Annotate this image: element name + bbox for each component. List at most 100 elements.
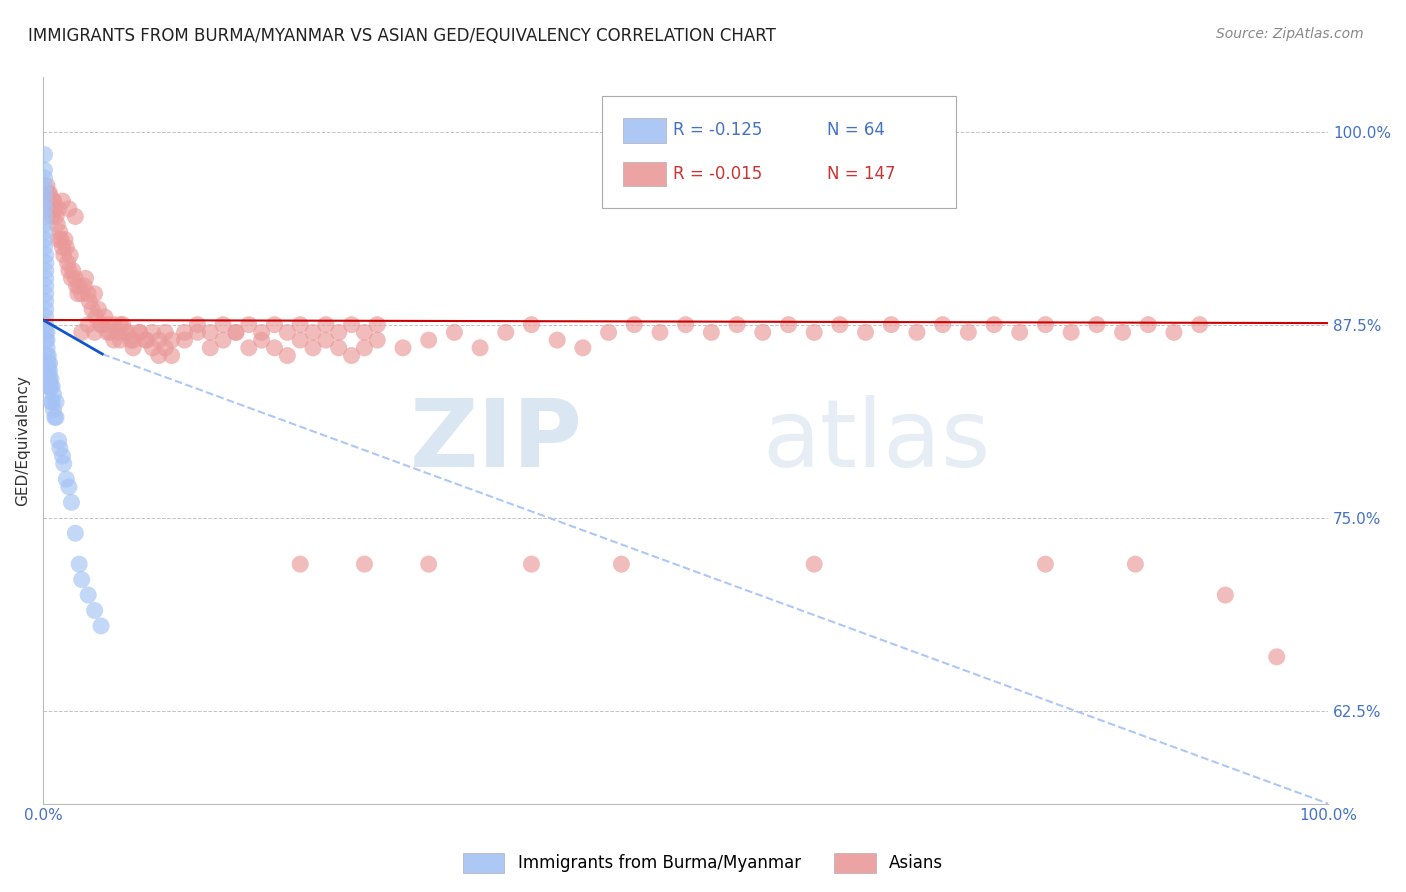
Point — [34, 217, 56, 231]
Point — [96, 318, 118, 332]
Point — [418, 557, 440, 571]
Point — [79, 294, 101, 309]
Point — [160, 333, 183, 347]
Point — [366, 333, 388, 347]
Point — [238, 318, 260, 332]
Point — [35, 379, 58, 393]
Point — [67, 557, 90, 571]
Point — [225, 326, 247, 340]
Point — [70, 326, 93, 340]
Point — [34, 186, 56, 201]
Point — [55, 472, 77, 486]
Point — [34, 202, 56, 216]
Point — [598, 326, 620, 340]
Point — [1215, 588, 1237, 602]
Point — [115, 326, 138, 340]
Point — [315, 318, 337, 332]
Point — [212, 318, 235, 332]
Point — [302, 341, 325, 355]
Point — [67, 279, 90, 293]
Point — [276, 326, 298, 340]
Point — [700, 326, 723, 340]
Point — [34, 225, 56, 239]
Point — [35, 279, 58, 293]
Point — [98, 326, 121, 340]
Point — [59, 248, 82, 262]
Point — [46, 217, 69, 231]
Point — [58, 202, 80, 216]
Point — [35, 326, 58, 340]
Point — [38, 364, 60, 378]
Point — [931, 318, 953, 332]
Point — [75, 271, 97, 285]
Point — [250, 333, 273, 347]
Point — [263, 318, 285, 332]
Point — [45, 210, 67, 224]
Point — [1265, 649, 1288, 664]
Point — [957, 326, 980, 340]
Point — [623, 318, 645, 332]
Point — [35, 178, 58, 193]
Point — [66, 286, 89, 301]
Point — [41, 210, 63, 224]
Point — [38, 356, 60, 370]
Point — [34, 233, 56, 247]
Point — [35, 310, 58, 324]
Point — [392, 341, 415, 355]
Point — [90, 619, 112, 633]
Point — [55, 240, 77, 254]
Point — [546, 333, 568, 347]
Point — [148, 333, 170, 347]
Point — [39, 372, 62, 386]
Point — [39, 395, 62, 409]
Point — [48, 233, 70, 247]
Point — [35, 356, 58, 370]
Point — [1188, 318, 1211, 332]
Point — [52, 457, 75, 471]
Point — [725, 318, 748, 332]
Point — [122, 341, 145, 355]
Point — [520, 318, 543, 332]
Point — [103, 333, 125, 347]
Point — [115, 326, 138, 340]
Point — [103, 318, 125, 332]
Text: ZIP: ZIP — [411, 394, 583, 486]
Y-axis label: GED/Equivalency: GED/Equivalency — [15, 376, 30, 506]
Point — [1035, 557, 1057, 571]
Point — [51, 449, 73, 463]
Point — [34, 178, 56, 193]
Point — [173, 326, 195, 340]
Point — [468, 341, 491, 355]
Point — [35, 333, 58, 347]
Point — [41, 379, 63, 393]
Point — [34, 194, 56, 208]
Point — [42, 387, 65, 401]
Point — [37, 364, 59, 378]
Point — [48, 434, 70, 448]
Point — [828, 318, 851, 332]
Point — [803, 557, 825, 571]
Point — [45, 410, 67, 425]
Point — [77, 318, 100, 332]
Point — [160, 349, 183, 363]
Point — [35, 341, 58, 355]
Point — [328, 326, 350, 340]
Point — [340, 318, 363, 332]
Text: R = -0.015: R = -0.015 — [673, 165, 762, 183]
Point — [1125, 557, 1147, 571]
Point — [366, 318, 388, 332]
Point — [34, 240, 56, 254]
Point — [58, 263, 80, 277]
Point — [855, 326, 877, 340]
Point — [572, 341, 595, 355]
Point — [49, 225, 72, 239]
Point — [905, 326, 928, 340]
Point — [37, 186, 59, 201]
Point — [200, 326, 222, 340]
Point — [443, 326, 465, 340]
Point — [120, 333, 142, 347]
Point — [107, 326, 129, 340]
Point — [44, 410, 66, 425]
Point — [353, 326, 375, 340]
Point — [38, 186, 60, 201]
